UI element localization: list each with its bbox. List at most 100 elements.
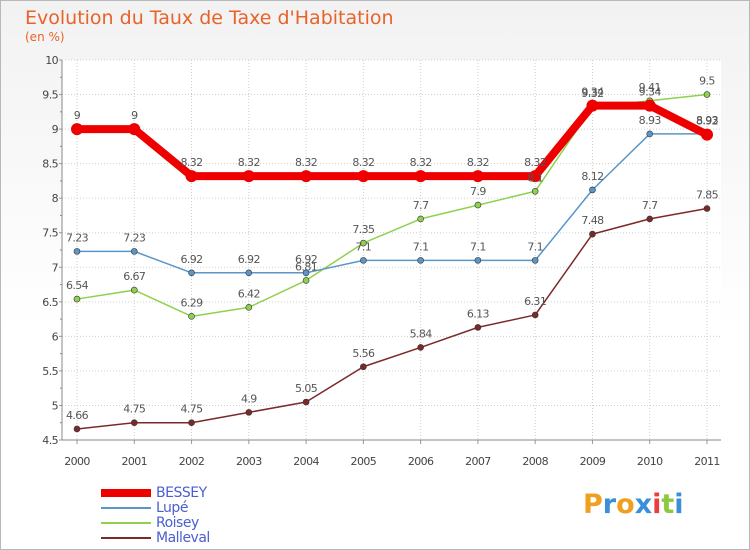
data-label: 4.75 (180, 403, 203, 416)
legend-swatch (101, 537, 151, 539)
legend-item: Roisey (101, 515, 301, 531)
series-line (76, 207, 708, 430)
logo-letter: t (661, 489, 675, 520)
data-label: 6.92 (295, 253, 317, 266)
plot-area (62, 60, 721, 440)
data-point (474, 257, 482, 264)
data-point (531, 311, 539, 319)
data-label: 5.56 (352, 347, 375, 360)
data-point (417, 344, 424, 351)
series-group (71, 91, 713, 433)
data-point (589, 186, 596, 194)
legend-item: BESSEY (101, 485, 301, 501)
data-label: 8.92 (696, 115, 718, 128)
legend-label: BESSEY (156, 485, 207, 501)
data-label: 8.32 (524, 156, 546, 169)
legend-label: Roisey (156, 515, 199, 531)
data-point (73, 295, 81, 303)
logo-letter: P (583, 489, 603, 520)
data-point (130, 286, 138, 294)
data-point (71, 123, 83, 136)
legend-label: Malleval (156, 530, 210, 546)
data-point (242, 170, 255, 183)
series-line (76, 133, 708, 274)
series-line (73, 101, 711, 181)
x-tick-label: 2004 (293, 455, 319, 468)
y-tick-label: 4.5 (42, 434, 58, 447)
data-point (302, 398, 310, 406)
data-label: 5.05 (295, 382, 318, 395)
data-label: 8.32 (295, 156, 317, 169)
data-label: 4.9 (241, 392, 257, 405)
x-tick-label: 2007 (465, 455, 491, 468)
data-label: 8.32 (180, 156, 202, 169)
data-label: 4.75 (123, 403, 146, 416)
data-label: 7.1 (356, 240, 372, 253)
data-point (128, 123, 141, 136)
legend-swatch (101, 507, 151, 509)
data-label: 7.9 (470, 185, 486, 198)
y-tick-label: 9 (52, 123, 59, 136)
legend-swatch (101, 522, 151, 524)
data-point (471, 170, 484, 183)
data-point (531, 257, 539, 264)
data-label: 7.35 (352, 223, 375, 236)
data-label: 6.31 (524, 295, 546, 308)
data-label: 9.32 (581, 87, 603, 100)
data-point (529, 170, 542, 183)
data-label: 8.93 (696, 114, 719, 127)
data-point (130, 248, 138, 255)
x-tick-label: 2010 (637, 455, 663, 468)
proxiti-logo: Proxiti (583, 489, 684, 520)
y-tick-label: 7 (52, 261, 59, 274)
chart-title: Evolution du Taux de Taxe d'Habitation (25, 7, 394, 29)
data-point (73, 248, 81, 255)
data-label: 9 (131, 109, 138, 122)
logo-letter: o (616, 489, 635, 520)
y-tick-label: 6.5 (42, 296, 58, 309)
data-point (703, 205, 711, 212)
data-point (188, 419, 195, 427)
data-point (245, 269, 253, 277)
data-label: 8.1 (527, 171, 543, 184)
data-label: 6.42 (238, 287, 260, 300)
data-point (474, 201, 482, 209)
y-tick-label: 8.5 (42, 158, 58, 171)
x-tick-label: 2003 (236, 455, 262, 468)
chart-subtitle: (en %) (25, 30, 65, 44)
data-point (188, 269, 195, 277)
data-point (360, 363, 367, 371)
data-point (357, 170, 370, 183)
data-point (417, 257, 424, 264)
data-point (646, 215, 654, 223)
data-label: 6.54 (66, 279, 89, 292)
data-point (302, 269, 310, 277)
legend-item: Malleval (101, 530, 301, 546)
x-tick-label: 2002 (179, 455, 205, 468)
data-label: 7.85 (696, 189, 719, 202)
data-label: 9.34 (581, 86, 604, 99)
data-label: 7.48 (581, 214, 604, 227)
logo-letter: i (674, 489, 684, 520)
data-point (73, 425, 81, 433)
x-tick-label: 2005 (351, 455, 377, 468)
data-point (130, 419, 138, 427)
data-label: 6.29 (180, 296, 203, 309)
data-point (531, 187, 539, 195)
data-label: 9.34 (639, 86, 662, 99)
data-label: 7.1 (527, 240, 543, 253)
legend-swatch (101, 489, 151, 497)
x-tick-label: 2000 (64, 455, 90, 468)
data-point (360, 239, 367, 247)
data-label: 8.32 (238, 156, 260, 169)
data-label: 7.1 (413, 240, 429, 253)
data-label: 8.32 (352, 156, 374, 169)
logo-letter: x (634, 489, 653, 520)
data-label: 7.7 (413, 199, 429, 212)
y-tick-label: 6 (52, 330, 59, 343)
data-label: 6.81 (295, 260, 317, 273)
data-label: 9.5 (699, 75, 715, 88)
data-point (474, 324, 482, 331)
x-tick-label: 2011 (694, 455, 720, 468)
